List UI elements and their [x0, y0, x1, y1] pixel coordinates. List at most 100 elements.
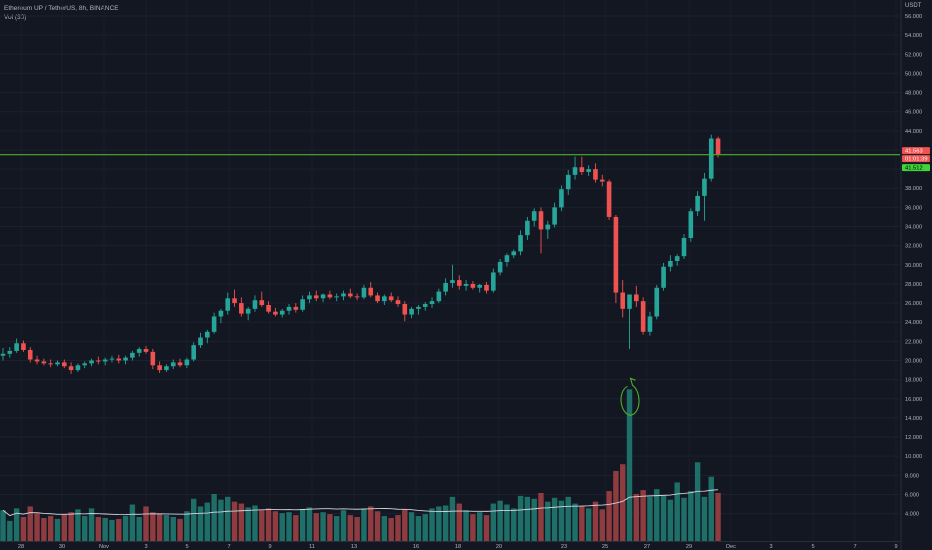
volume-bar [197, 506, 204, 541]
candle-body [565, 174, 571, 190]
last-price-tag [902, 147, 930, 155]
time-tick-label: 9 [268, 544, 271, 550]
candle-body [300, 299, 305, 310]
volume-bar [381, 516, 388, 541]
symbol-title[interactable]: Ethereum UP / TetherUS, 8h, BINANCE [4, 5, 119, 12]
candle-body [538, 211, 544, 230]
candle-body [293, 306, 299, 310]
candle-body [354, 296, 360, 298]
price-tick-label: 50.000 [905, 71, 922, 77]
volume-bar [0, 510, 6, 541]
volume-bar [82, 516, 88, 541]
time-tick-label: 3 [769, 544, 772, 550]
candle-body [279, 310, 285, 315]
price-tick-label: 36.000 [905, 205, 922, 211]
volume-bar [7, 520, 13, 541]
countdown-text: 01:01:39 [905, 157, 928, 163]
price-axis[interactable]: 56.000 54.000 52.000 50.000 48.000 46.000 44.0… [900, 0, 922, 550]
volume-bar [252, 505, 258, 541]
time-tick-label: 23 [561, 544, 567, 550]
volume-bar [558, 500, 565, 541]
volume-bar [511, 508, 517, 541]
candle-body [409, 308, 414, 315]
time-tick-label: 3 [144, 544, 147, 550]
volume-bar [156, 514, 163, 541]
volume-bar [170, 517, 176, 541]
volume-ma-line [2, 489, 719, 517]
volume-bar [245, 507, 251, 541]
volume-bar [620, 464, 626, 541]
volume-bar [225, 496, 231, 541]
candle-body [130, 352, 135, 358]
time-tick-label: 16 [413, 544, 419, 550]
price-tick-label: 28.000 [905, 282, 922, 288]
candle-body [313, 295, 319, 299]
candle-body [531, 211, 537, 221]
volume-bar [259, 510, 265, 541]
time-tick-label: Dec [726, 544, 736, 550]
candle-body [225, 298, 231, 311]
volume-bar [347, 515, 354, 541]
candle-body [504, 255, 510, 262]
candle-body [674, 256, 680, 261]
volume-bar [694, 462, 701, 541]
candle-body [634, 294, 639, 302]
volume-indicator-title[interactable]: Vol (30) [4, 14, 27, 21]
volume-bar [27, 506, 33, 541]
candle-body [177, 362, 183, 366]
volume-bar [715, 493, 721, 541]
candle-body [232, 298, 237, 304]
volume-bar [293, 515, 299, 541]
candle-body [102, 359, 108, 362]
candle-body [668, 260, 673, 267]
candle-body [688, 211, 694, 239]
volume-bar [218, 499, 224, 541]
volume-bar [626, 389, 633, 541]
volume-bar [592, 501, 599, 541]
volume-bar [504, 504, 510, 541]
time-axis[interactable]: 28 30 Nov 3 5 7 9 11 13 16 18 20 23 25 27 29 Dec 3 5 7 9 [0, 541, 900, 550]
volume-bar [102, 517, 108, 541]
candle-body [416, 306, 421, 309]
volume-bar [551, 497, 558, 541]
volume-bar [320, 512, 326, 541]
candlesticks [0, 134, 721, 374]
volume-bar [497, 500, 503, 541]
candle-body [647, 316, 653, 332]
volume-bar [463, 510, 469, 541]
candle-body [21, 343, 26, 350]
candle-body [627, 294, 632, 309]
candle-body [143, 349, 149, 352]
candle-body [75, 365, 81, 371]
candle-body [599, 179, 605, 182]
volume-bar [402, 509, 408, 541]
volume-bar [538, 493, 544, 541]
candle-body [586, 169, 591, 172]
volume-bar [606, 491, 612, 541]
volume-bar [579, 506, 585, 541]
volume-bar [34, 513, 40, 541]
candle-body [109, 358, 115, 360]
volume-bar [640, 490, 646, 541]
candle-body [41, 361, 47, 364]
candle-body [382, 296, 387, 302]
volume-bar [286, 512, 292, 541]
volume-bar [395, 515, 401, 541]
volume-bar [490, 503, 497, 541]
candle-body [518, 235, 523, 252]
candle-body [252, 300, 258, 309]
candle-body [422, 304, 428, 307]
volume-bar [184, 511, 190, 541]
price-tick-label: 24.000 [905, 320, 922, 326]
volume-bar [681, 497, 687, 541]
candle-body [27, 349, 33, 360]
price-tick-label: 14.000 [905, 416, 922, 422]
volume-bar [613, 470, 619, 541]
volume-bar [368, 506, 374, 541]
candle-body [477, 284, 482, 288]
candle-body [593, 169, 598, 180]
volume-bar [524, 496, 531, 541]
volume-bar [708, 476, 714, 541]
volume-bar [47, 516, 54, 541]
